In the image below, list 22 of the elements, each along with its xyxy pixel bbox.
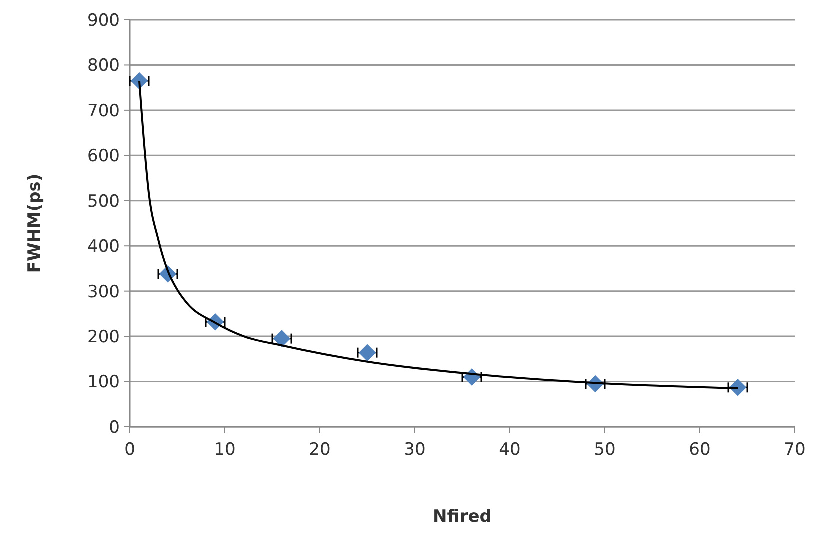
y-axis-title: FWHM(ps) (25, 174, 45, 274)
x-tick-label: 40 (499, 440, 521, 460)
y-tick-label: 900 (88, 10, 120, 31)
y-tick-label: 0 (109, 418, 120, 438)
y-tick-label: 800 (88, 56, 120, 76)
x-tick-label: 50 (594, 440, 616, 460)
y-tick-label: 400 (88, 237, 120, 258)
x-tick-label: 60 (689, 440, 711, 460)
y-tick-label: 700 (88, 101, 120, 122)
y-tick-label: 500 (88, 192, 120, 212)
y-tick-label: 100 (88, 372, 120, 393)
x-axis-title: Nfired (433, 507, 492, 527)
x-tick-label: 0 (124, 440, 136, 460)
x-tick-label: 30 (404, 440, 426, 460)
x-tick-label: 10 (214, 440, 236, 460)
y-tick-label: 600 (88, 146, 120, 167)
y-tick-label: 300 (88, 282, 120, 302)
x-tick-label: 70 (784, 440, 806, 460)
y-tick-label: 200 (88, 328, 120, 348)
point (273, 330, 291, 348)
point (358, 344, 376, 362)
x-tick-label: 20 (309, 440, 331, 460)
